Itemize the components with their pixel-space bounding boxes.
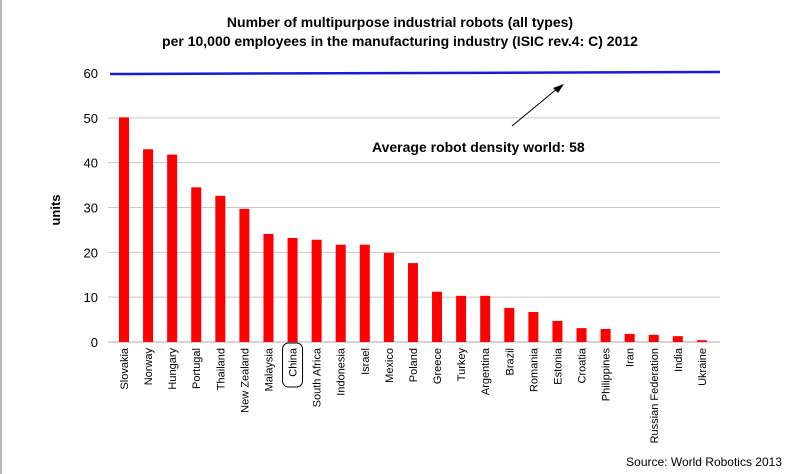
y-tick-label: 60 bbox=[84, 66, 98, 81]
x-tick-label: Romania bbox=[528, 347, 540, 392]
bar-turkey bbox=[456, 295, 467, 342]
x-tick-label: Turkey bbox=[456, 348, 468, 382]
annotation-text: Average robot density world: 58 bbox=[372, 139, 585, 155]
bar-poland bbox=[407, 263, 418, 342]
highlight-box bbox=[282, 342, 304, 388]
bar-indonesia bbox=[335, 244, 346, 342]
x-tick-label: Israel bbox=[360, 348, 372, 375]
x-tick-label: Estonia bbox=[552, 347, 564, 385]
x-tick-label: Mexico bbox=[384, 348, 396, 383]
x-tick-label: Brazil bbox=[504, 348, 516, 376]
y-tick-label: 20 bbox=[84, 245, 98, 260]
bar-greece bbox=[432, 291, 443, 342]
y-axis-label: units bbox=[48, 194, 63, 225]
bar-brazil bbox=[504, 307, 515, 342]
bar-estonia bbox=[552, 320, 563, 342]
bar-russian-federation bbox=[648, 334, 659, 342]
x-tick-label: Croatia bbox=[577, 347, 589, 383]
bar-slovakia bbox=[119, 117, 129, 342]
annotation-arrow bbox=[511, 87, 559, 127]
y-tick-label: 10 bbox=[84, 290, 98, 305]
y-tick-label: 40 bbox=[84, 156, 98, 171]
y-tick-label: 0 bbox=[91, 335, 98, 350]
bar-south-africa bbox=[311, 239, 322, 342]
bar-hungary bbox=[167, 154, 178, 342]
x-tick-label: Iran bbox=[625, 348, 637, 367]
bar-romania bbox=[528, 311, 539, 342]
source-note: Source: World Robotics 2013 bbox=[626, 455, 782, 469]
average-reference-line bbox=[109, 70, 721, 76]
bar-thailand bbox=[215, 195, 226, 342]
x-tick-label: Philippines bbox=[601, 348, 613, 402]
x-tick-label: Indonesia bbox=[336, 347, 348, 396]
x-tick-label: South Africa bbox=[312, 347, 324, 407]
x-tick-label: Argentina bbox=[480, 347, 492, 395]
bar-croatia bbox=[576, 328, 587, 342]
x-tick-label: Ukraine bbox=[697, 348, 709, 386]
x-tick-label: Russian Federation bbox=[649, 348, 661, 443]
chart-title-line1: Number of multipurpose industrial robots… bbox=[226, 14, 574, 30]
bar-india bbox=[672, 336, 683, 342]
bar-iran bbox=[624, 333, 635, 342]
bar-china bbox=[287, 237, 298, 342]
x-tick-label: Slovakia bbox=[119, 347, 131, 389]
x-tick-label: Malaysia bbox=[263, 347, 275, 391]
bar-new-zealand bbox=[239, 208, 250, 342]
x-tick-label: Hungary bbox=[167, 348, 179, 390]
arrow-head-icon bbox=[553, 84, 564, 93]
y-tick-label: 30 bbox=[84, 201, 98, 216]
bar-portugal bbox=[191, 187, 202, 342]
bar-mexico bbox=[383, 252, 394, 342]
y-tick-label: 50 bbox=[84, 111, 98, 126]
x-tick-label: Greece bbox=[432, 348, 444, 384]
bar-argentina bbox=[480, 295, 491, 342]
bar-malaysia bbox=[263, 233, 274, 342]
chart-title-line2: per 10,000 employees in the manufacturin… bbox=[162, 33, 638, 49]
x-tick-label: Poland bbox=[408, 348, 420, 382]
x-tick-label: Norway bbox=[143, 348, 155, 386]
x-tick-label: China bbox=[288, 347, 300, 377]
bar-norway bbox=[143, 149, 154, 342]
x-tick-label: India bbox=[673, 347, 685, 372]
bar-israel bbox=[359, 244, 370, 342]
x-tick-label: New Zealand bbox=[239, 348, 251, 413]
bar-ukraine bbox=[696, 340, 707, 342]
bar-philippines bbox=[600, 328, 611, 342]
x-tick-label: Portugal bbox=[191, 348, 203, 389]
x-tick-label: Thailand bbox=[215, 348, 227, 390]
